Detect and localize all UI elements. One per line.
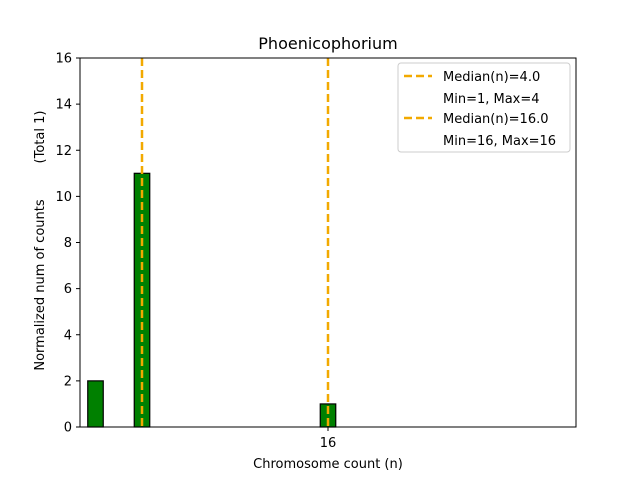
legend-median-2-range: Min=16, Max=16 — [443, 134, 556, 149]
legend-median-1-label: Median(n)=4.0 — [443, 70, 540, 85]
legend: Median(n)=4.0 Min=1, Max=4 Median(n)=16.… — [397, 62, 571, 153]
y-tick-label: 8 — [64, 236, 72, 251]
y-tick-label: 6 — [64, 282, 72, 297]
median-lines — [140, 58, 330, 427]
y-tick-label: 2 — [64, 374, 72, 389]
bars — [87, 172, 337, 428]
x-axis-label: Chromosome count (n) — [253, 457, 403, 472]
y-tick-label: 16 — [55, 52, 72, 67]
chart-title: Phoenicophorium — [258, 34, 397, 53]
legend-frame — [397, 62, 571, 153]
y-axis-sublabel: (Total 1) — [33, 111, 48, 164]
legend-median-2-label: Median(n)=16.0 — [443, 112, 549, 127]
y-tick-label: 4 — [64, 328, 72, 343]
x-tick-label: 16 — [320, 436, 337, 451]
y-tick-label: 12 — [55, 144, 72, 159]
y-axis: 0 2 4 6 8 10 12 14 16 — [55, 52, 80, 436]
x-axis: 16 — [320, 427, 337, 451]
y-tick-label: 14 — [55, 98, 72, 113]
y-tick-label: 0 — [64, 421, 72, 436]
legend-median-1-range: Min=1, Max=4 — [443, 92, 540, 107]
y-axis-label: Normalized num of counts — [33, 199, 48, 370]
y-tick-label: 10 — [55, 190, 72, 205]
bar-1 — [87, 380, 104, 428]
